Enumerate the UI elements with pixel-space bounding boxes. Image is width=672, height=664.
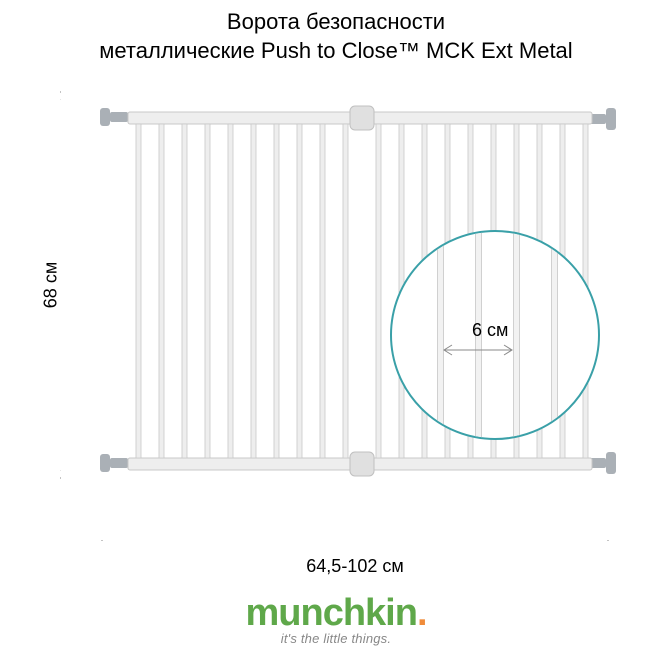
magnifier-content: 6 см bbox=[392, 232, 598, 438]
magnifier-circle: 6 см bbox=[390, 230, 600, 440]
title-line1: Ворота безопасности bbox=[227, 9, 445, 34]
width-label: 64,5-102 см bbox=[306, 556, 403, 577]
bar-gap-dim-line bbox=[392, 232, 600, 440]
product-title: Ворота безопасности металлические Push t… bbox=[0, 0, 672, 65]
height-label: 68 см bbox=[41, 262, 62, 308]
width-dim-line bbox=[100, 540, 610, 541]
dimension-diagram: 68 см bbox=[70, 70, 610, 520]
brand-logo: munchkin. it's the little things. bbox=[245, 592, 426, 646]
logo-wordmark: munchkin. bbox=[245, 592, 426, 635]
magnifier-callout: 6 см bbox=[390, 230, 600, 440]
title-line2: металлические Push to Close™ MCK Ext Met… bbox=[99, 38, 572, 63]
